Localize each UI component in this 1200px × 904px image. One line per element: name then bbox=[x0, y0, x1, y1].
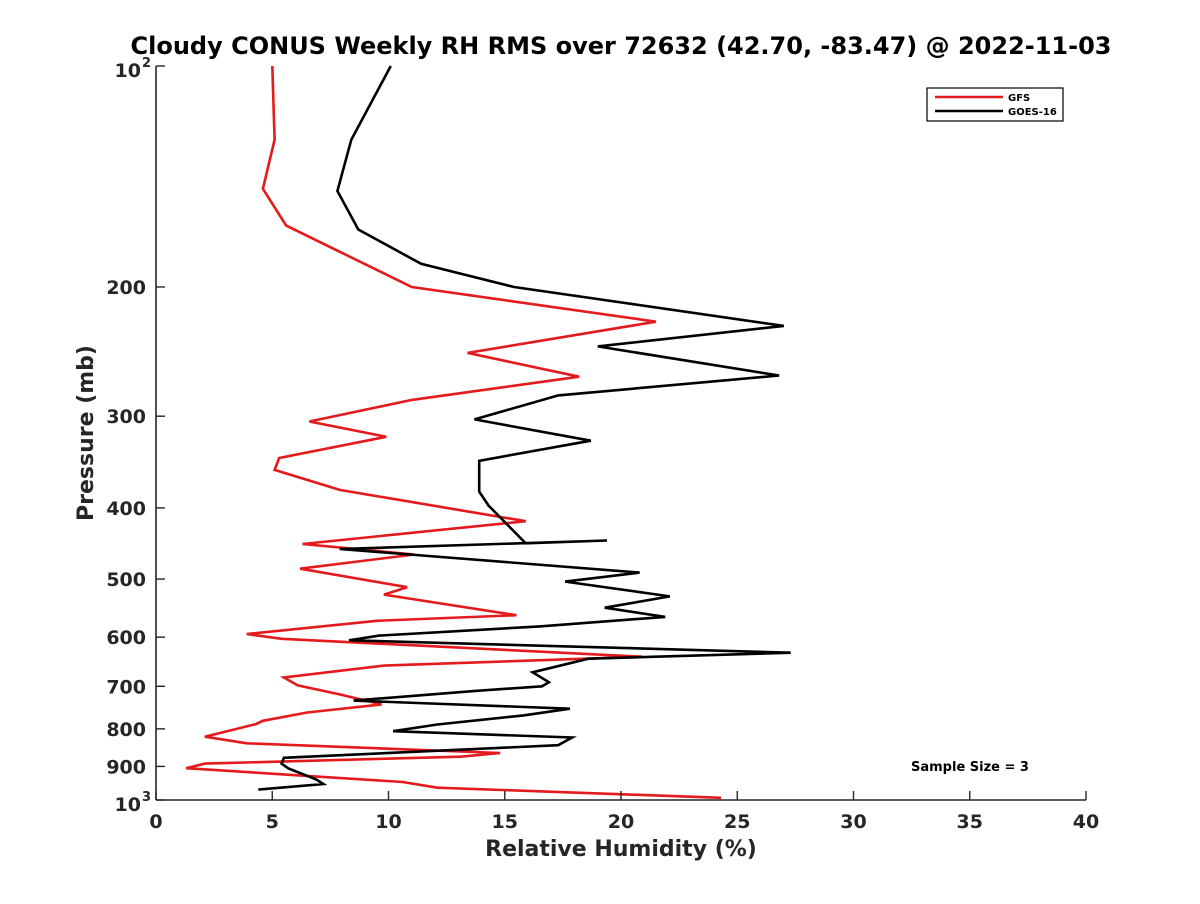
x-tick-label: 10 bbox=[375, 811, 401, 833]
x-tick-label: 5 bbox=[266, 811, 279, 833]
x-tick-label: 25 bbox=[724, 811, 750, 833]
y-tick-label: 200 bbox=[106, 277, 146, 299]
series-line-gfs bbox=[185, 65, 722, 800]
x-axis-label: Relative Humidity (%) bbox=[485, 837, 757, 862]
legend-label-goes16: GOES-16 bbox=[1008, 107, 1057, 118]
y-tick-label: 300 bbox=[106, 406, 146, 428]
y-tick-label: 600 bbox=[106, 627, 146, 649]
y-tick-exponent: 3 bbox=[142, 790, 151, 805]
x-tick-layer: 0 5 10 15 20 25 30 35 40 bbox=[149, 791, 1099, 833]
y-tick-label: 800 bbox=[106, 719, 146, 741]
plot-area bbox=[156, 66, 1086, 800]
legend-label-gfs: GFS bbox=[1008, 93, 1030, 104]
x-tick-label: 35 bbox=[957, 811, 983, 833]
x-tick-label: 40 bbox=[1073, 811, 1099, 833]
chart-title: Cloudy CONUS Weekly RH RMS over 72632 (4… bbox=[131, 32, 1112, 60]
x-tick-label: 30 bbox=[840, 811, 866, 833]
y-axis-label: Pressure (mb) bbox=[74, 345, 99, 521]
y-tick-exponent: 2 bbox=[142, 56, 151, 71]
y-tick-label: 10 bbox=[115, 60, 141, 82]
series-layer bbox=[185, 65, 791, 800]
y-tick-label: 500 bbox=[106, 569, 146, 591]
x-tick-label: 15 bbox=[492, 811, 518, 833]
series-line-goes16 bbox=[258, 65, 791, 791]
y-tick-label: 900 bbox=[106, 756, 146, 778]
sample-size-annotation: Sample Size = 3 bbox=[911, 760, 1029, 775]
legend-box bbox=[926, 87, 1064, 122]
legend: GFS GOES-16 bbox=[926, 87, 1064, 122]
x-tick-label: 20 bbox=[608, 811, 634, 833]
y-tick-label: 700 bbox=[106, 676, 146, 698]
y-tick-label: 400 bbox=[106, 498, 146, 520]
y-tick-label: 10 bbox=[115, 794, 141, 816]
x-tick-label: 0 bbox=[149, 811, 162, 833]
